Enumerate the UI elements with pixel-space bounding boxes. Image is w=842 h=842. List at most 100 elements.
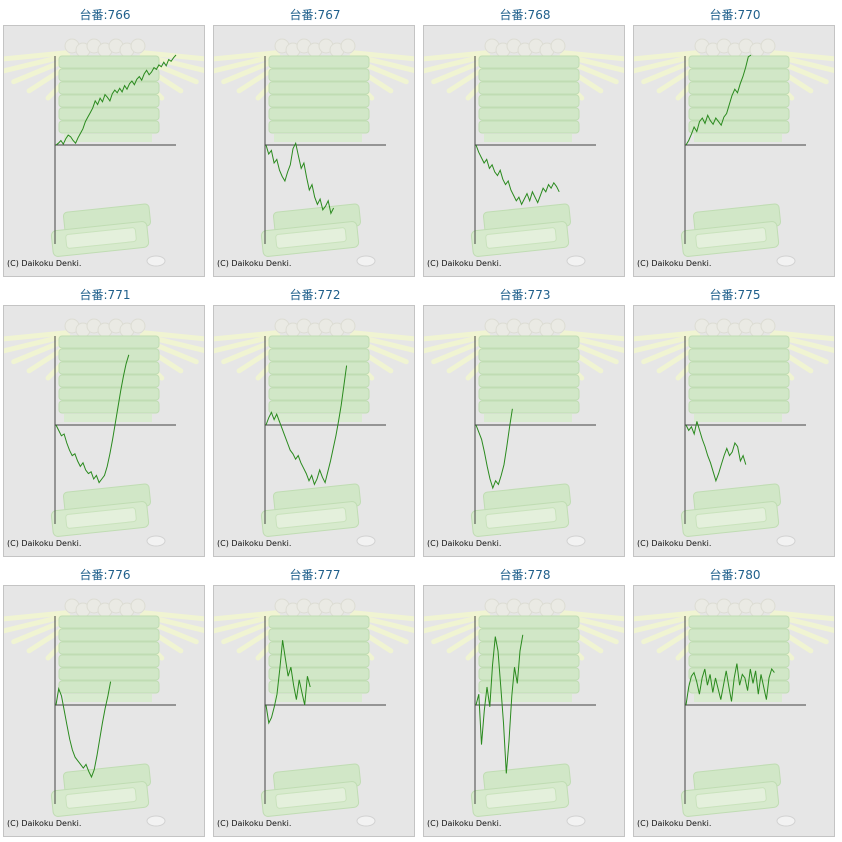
copyright-label: (C) Daikoku Denki. (637, 539, 712, 548)
chart-title: 台番:770 (709, 8, 761, 22)
ball-shape (130, 318, 146, 334)
series-line (475, 144, 560, 206)
copyright-label: (C) Daikoku Denki. (427, 539, 502, 548)
ball-shape (340, 318, 356, 334)
chart-svg (4, 598, 204, 827)
stack-box-shape (268, 667, 370, 681)
stack-box-shape (58, 387, 160, 401)
coin-shape (566, 815, 586, 827)
stack-box-shape (688, 94, 790, 108)
ray-shape (561, 610, 624, 622)
chart-panel: (C) Daikoku Denki. (423, 585, 625, 837)
stack-box-shape (478, 81, 580, 95)
copyright-label: (C) Daikoku Denki. (637, 259, 712, 268)
stack-box-shape (688, 628, 790, 642)
stack-box-shape (58, 55, 160, 69)
chart-title: 台番:778 (499, 568, 551, 582)
chart-title: 台番:772 (289, 288, 341, 302)
stack-box-shape (268, 374, 370, 388)
chart-cell: 台番:768 (C) Daikoku Denki. (423, 1, 627, 277)
tray-inner-shape (695, 227, 767, 249)
stack-box-shape (268, 641, 370, 655)
stack-box-shape (478, 335, 580, 349)
stack-box-shape (58, 641, 160, 655)
tray-inner-shape (485, 227, 557, 249)
stack-box-shape (268, 335, 370, 349)
stack-base-shape (484, 134, 572, 142)
series-line (55, 681, 112, 779)
ray-shape (4, 610, 68, 622)
stack-box-shape (688, 641, 790, 655)
chart-cell: 台番:772 (C) Daikoku Denki. (213, 281, 417, 557)
chart-svg (634, 38, 834, 267)
stack-box-shape (478, 615, 580, 629)
ray-shape (214, 610, 278, 622)
stack-box-shape (58, 667, 160, 681)
coin-shape (566, 255, 586, 267)
chart-panel: (C) Daikoku Denki. (213, 585, 415, 837)
stack-box-shape (268, 81, 370, 95)
stack-box-shape (478, 628, 580, 642)
coin-shape (356, 815, 376, 827)
ball-shape (550, 318, 566, 334)
chart-cell: 台番:771 (C) Daikoku Denki. (3, 281, 207, 557)
ball-shape (340, 38, 356, 54)
stack-box-shape (58, 81, 160, 95)
stack-box-shape (688, 348, 790, 362)
series-line (55, 54, 177, 146)
chart-title: 台番:771 (79, 288, 131, 302)
chart-cell: 台番:776 (C) Daikoku Denki. (3, 561, 207, 837)
stack-box-shape (268, 680, 370, 694)
stack-box-shape (268, 615, 370, 629)
ball-shape (130, 598, 146, 614)
stack-base-shape (64, 694, 152, 702)
chart-cell: 台番:770 (C) Daikoku Denki. (633, 1, 837, 277)
copyright-label: (C) Daikoku Denki. (427, 819, 502, 828)
stack-box-shape (478, 680, 580, 694)
stack-box-shape (478, 348, 580, 362)
chart-title: 台番:777 (289, 568, 341, 582)
chart-title: 台番:775 (709, 288, 761, 302)
watermark-graphic (634, 38, 834, 267)
watermark-graphic (214, 318, 414, 547)
stack-box-shape (268, 55, 370, 69)
chart-cell: 台番:777 (C) Daikoku Denki. (213, 561, 417, 837)
series-line (475, 634, 524, 774)
chart-svg (424, 318, 624, 547)
chart-title: 台番:766 (79, 8, 131, 22)
stack-box-shape (58, 654, 160, 668)
stack-box-shape (268, 107, 370, 121)
ball-shape (760, 598, 776, 614)
coin-shape (146, 255, 166, 267)
ball-shape (340, 598, 356, 614)
chart-cell: 台番:778 (C) Daikoku Denki. (423, 561, 627, 837)
tray-inner-shape (65, 787, 137, 809)
stack-box-shape (58, 680, 160, 694)
series-line (265, 640, 311, 725)
chart-cell: 台番:780 (C) Daikoku Denki. (633, 561, 837, 837)
ball-shape (550, 598, 566, 614)
stack-box-shape (478, 107, 580, 121)
stack-box-shape (268, 120, 370, 134)
chart-panel: (C) Daikoku Denki. (633, 305, 835, 557)
ball-shape (550, 38, 566, 54)
chart-svg (214, 318, 414, 547)
watermark-graphic (214, 598, 414, 827)
ball-shape (760, 318, 776, 334)
copyright-label: (C) Daikoku Denki. (217, 819, 292, 828)
chart-svg (214, 598, 414, 827)
stack-box-shape (688, 387, 790, 401)
chart-title: 台番:776 (79, 568, 131, 582)
tray-inner-shape (275, 507, 347, 529)
stack-base-shape (274, 134, 362, 142)
stack-box-shape (688, 55, 790, 69)
stack-box-shape (478, 55, 580, 69)
series-line (685, 54, 752, 146)
ray-shape (4, 50, 68, 62)
ball-shape (760, 38, 776, 54)
coin-shape (776, 815, 796, 827)
copyright-label: (C) Daikoku Denki. (7, 819, 82, 828)
ray-shape (351, 330, 414, 342)
stack-box-shape (268, 68, 370, 82)
ray-shape (214, 52, 281, 74)
